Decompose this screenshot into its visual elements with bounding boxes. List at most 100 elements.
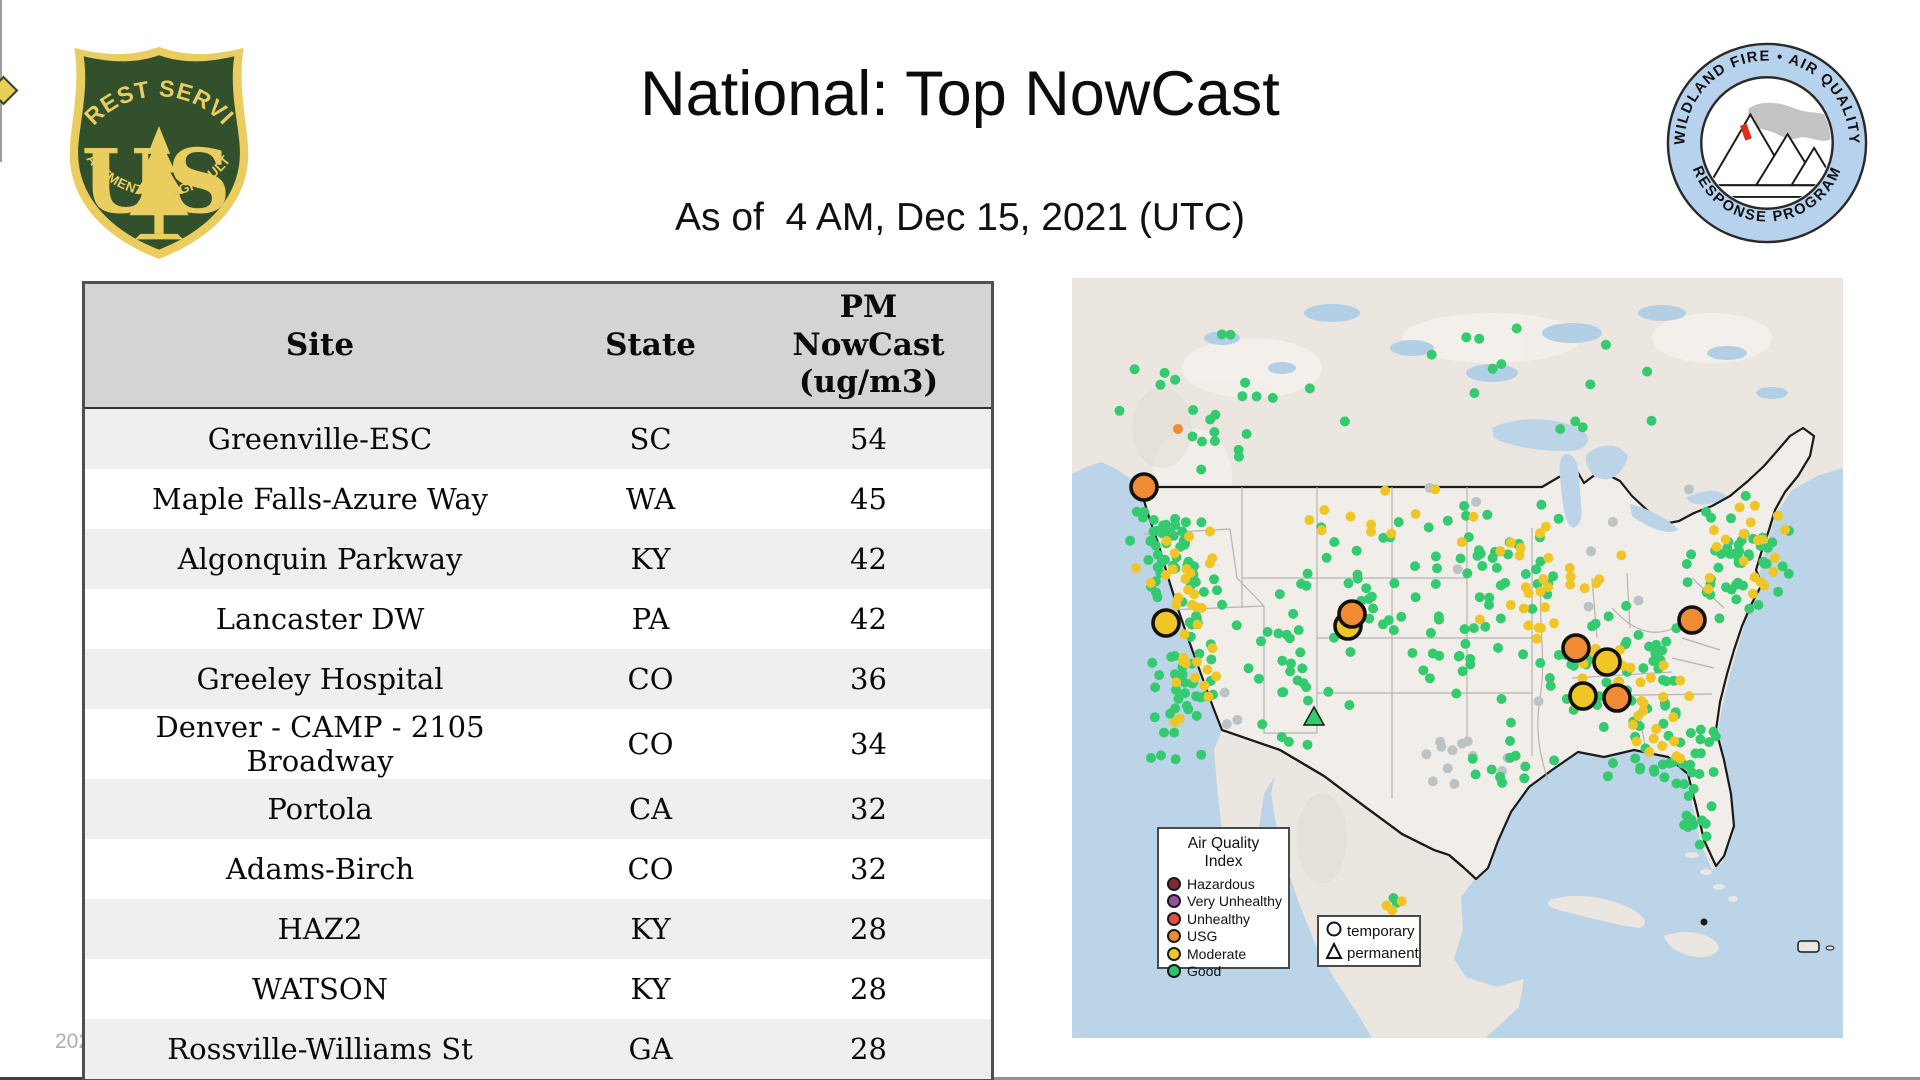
monitor-dot-moderate — [1779, 524, 1790, 535]
slide-edge-diamond — [0, 75, 19, 106]
monitor-dot-missing — [1457, 738, 1467, 749]
monitor-dot-good — [1638, 663, 1649, 674]
monitor-dot-good — [1661, 676, 1672, 687]
monitor-dot-good — [1410, 561, 1420, 572]
state-cell: KY — [555, 529, 746, 589]
permanent-label: permanent — [1347, 944, 1419, 962]
page-subtitle: As of 4 AM, Dec 15, 2021 (UTC) — [674, 196, 1246, 239]
monitor-dot-moderate — [1535, 528, 1546, 539]
monitor-dot-moderate — [1745, 517, 1756, 528]
monitor-dot-moderate — [1187, 599, 1198, 610]
monitor-dot-good — [1519, 773, 1530, 784]
aqi-color-dot-icon — [1167, 946, 1181, 961]
monitor-dot-moderate — [1523, 620, 1534, 631]
monitor-dot-good — [1671, 778, 1682, 789]
monitor-dot-good — [1125, 535, 1136, 546]
monitor-dot-moderate — [1565, 579, 1576, 590]
top-site-marker-moderate — [1568, 681, 1598, 711]
monitor-dot-border_black — [1700, 918, 1708, 926]
temporary-label: temporary — [1347, 922, 1415, 940]
monitor-dot-good — [1209, 427, 1220, 437]
monitor-dot-moderate — [1184, 531, 1195, 542]
monitor-dot-moderate — [1644, 747, 1655, 757]
pm-cell: 45 — [746, 469, 993, 529]
site-cell: Maple Falls-Azure Way — [83, 469, 556, 529]
monitor-dot-good — [1410, 592, 1421, 603]
monitor-dot-moderate — [1345, 511, 1356, 522]
monitor-dot-good — [1302, 739, 1313, 750]
aqi-color-dot-icon — [1167, 911, 1181, 926]
top-site-marker-usg — [1602, 683, 1632, 713]
monitor-dot-good — [1520, 569, 1531, 579]
monitor-dot-missing — [1221, 719, 1232, 730]
permanent-monitor-icon — [1325, 941, 1343, 965]
monitor-dot-moderate — [1396, 896, 1407, 907]
page-title: National: Top NowCast — [640, 59, 1280, 129]
monitor-dot-good — [1148, 515, 1159, 525]
state-cell: CO — [555, 709, 746, 779]
monitor-dot-good — [1505, 752, 1516, 763]
monitor-dot-moderate — [1753, 535, 1763, 546]
monitor-dot-good — [1706, 801, 1717, 812]
monitor-dot-moderate — [1768, 566, 1779, 577]
fs-logo-letter-s: S — [167, 129, 231, 233]
monitor-dot-moderate — [1671, 751, 1682, 762]
monitor-dot-good — [1695, 724, 1706, 735]
table-row: Denver - CAMP - 2105 Broadway CO 34 — [83, 709, 993, 779]
monitor-dot-good — [1364, 613, 1375, 624]
monitor-dot-moderate — [1205, 526, 1215, 537]
monitor-dot-moderate — [1564, 563, 1575, 573]
monitor-dot-good — [1486, 764, 1497, 775]
monitor-dot-missing — [1427, 776, 1438, 787]
monitor-dot-good — [1351, 545, 1362, 556]
monitor-dot-good — [1139, 506, 1149, 517]
monitor-dot-good — [1683, 791, 1694, 801]
monitor-dot-moderate — [1179, 629, 1190, 640]
monitor-dot-good — [1706, 512, 1716, 523]
monitor-dot-missing — [1219, 687, 1230, 698]
monitor-dot-good — [1344, 700, 1355, 710]
monitor-dot-good — [1389, 578, 1400, 589]
monitor-dot-good — [1209, 436, 1220, 446]
aqi-color-dot-icon — [1167, 964, 1181, 979]
monitor-dot-good — [1484, 592, 1495, 603]
monitor-dot-good — [1156, 750, 1166, 761]
monitor-dot-moderate — [1675, 675, 1686, 686]
monitor-dot-good — [1695, 734, 1706, 745]
monitor-dot-good — [1536, 499, 1547, 510]
monitor-dot-moderate — [1668, 712, 1679, 723]
monitor-dot-good — [1459, 624, 1470, 635]
monitor-dot-moderate — [1202, 664, 1213, 675]
monitor-dot-good — [1196, 464, 1207, 475]
monitor-dot-good — [1173, 693, 1184, 704]
monitor-dot-moderate — [1161, 536, 1172, 546]
monitor-dot-good — [1301, 682, 1312, 693]
monitor-dot-good — [1657, 759, 1668, 770]
monitor-dot-moderate — [1178, 652, 1189, 663]
monitor-type-legend: temporary permanent — [1317, 915, 1421, 967]
monitor-dot-good — [1361, 583, 1372, 594]
monitor-dot-moderate — [1543, 582, 1554, 593]
monitor-dot-good — [1276, 732, 1287, 742]
site-cell: Greeley Hospital — [83, 649, 556, 709]
monitor-dot-moderate — [1192, 656, 1202, 667]
monitor-dot-good — [1475, 548, 1486, 559]
monitor-dot-moderate — [1749, 500, 1760, 511]
monitor-dot-good — [1681, 810, 1692, 821]
table-row: Portola CA 32 — [83, 779, 993, 839]
monitor-dot-good — [1171, 684, 1181, 695]
monitor-dot-missing — [1533, 696, 1544, 707]
state-cell: KY — [555, 959, 746, 1019]
monitor-dot-moderate — [1319, 505, 1330, 515]
monitor-dot-good — [1577, 422, 1588, 433]
monitor-dot-good — [1159, 727, 1169, 738]
monitor-dot-good — [1657, 645, 1668, 656]
monitor-dot-moderate — [1456, 537, 1467, 548]
monitor-dot-moderate — [1533, 622, 1544, 633]
monitor-dot-good — [1143, 555, 1154, 565]
monitor-dot-good — [1644, 641, 1655, 652]
monitor-dot-moderate — [1531, 633, 1542, 644]
monitor-dot-good — [1683, 760, 1694, 771]
monitor-dot-good — [1292, 675, 1303, 686]
state-cell: PA — [555, 589, 746, 649]
